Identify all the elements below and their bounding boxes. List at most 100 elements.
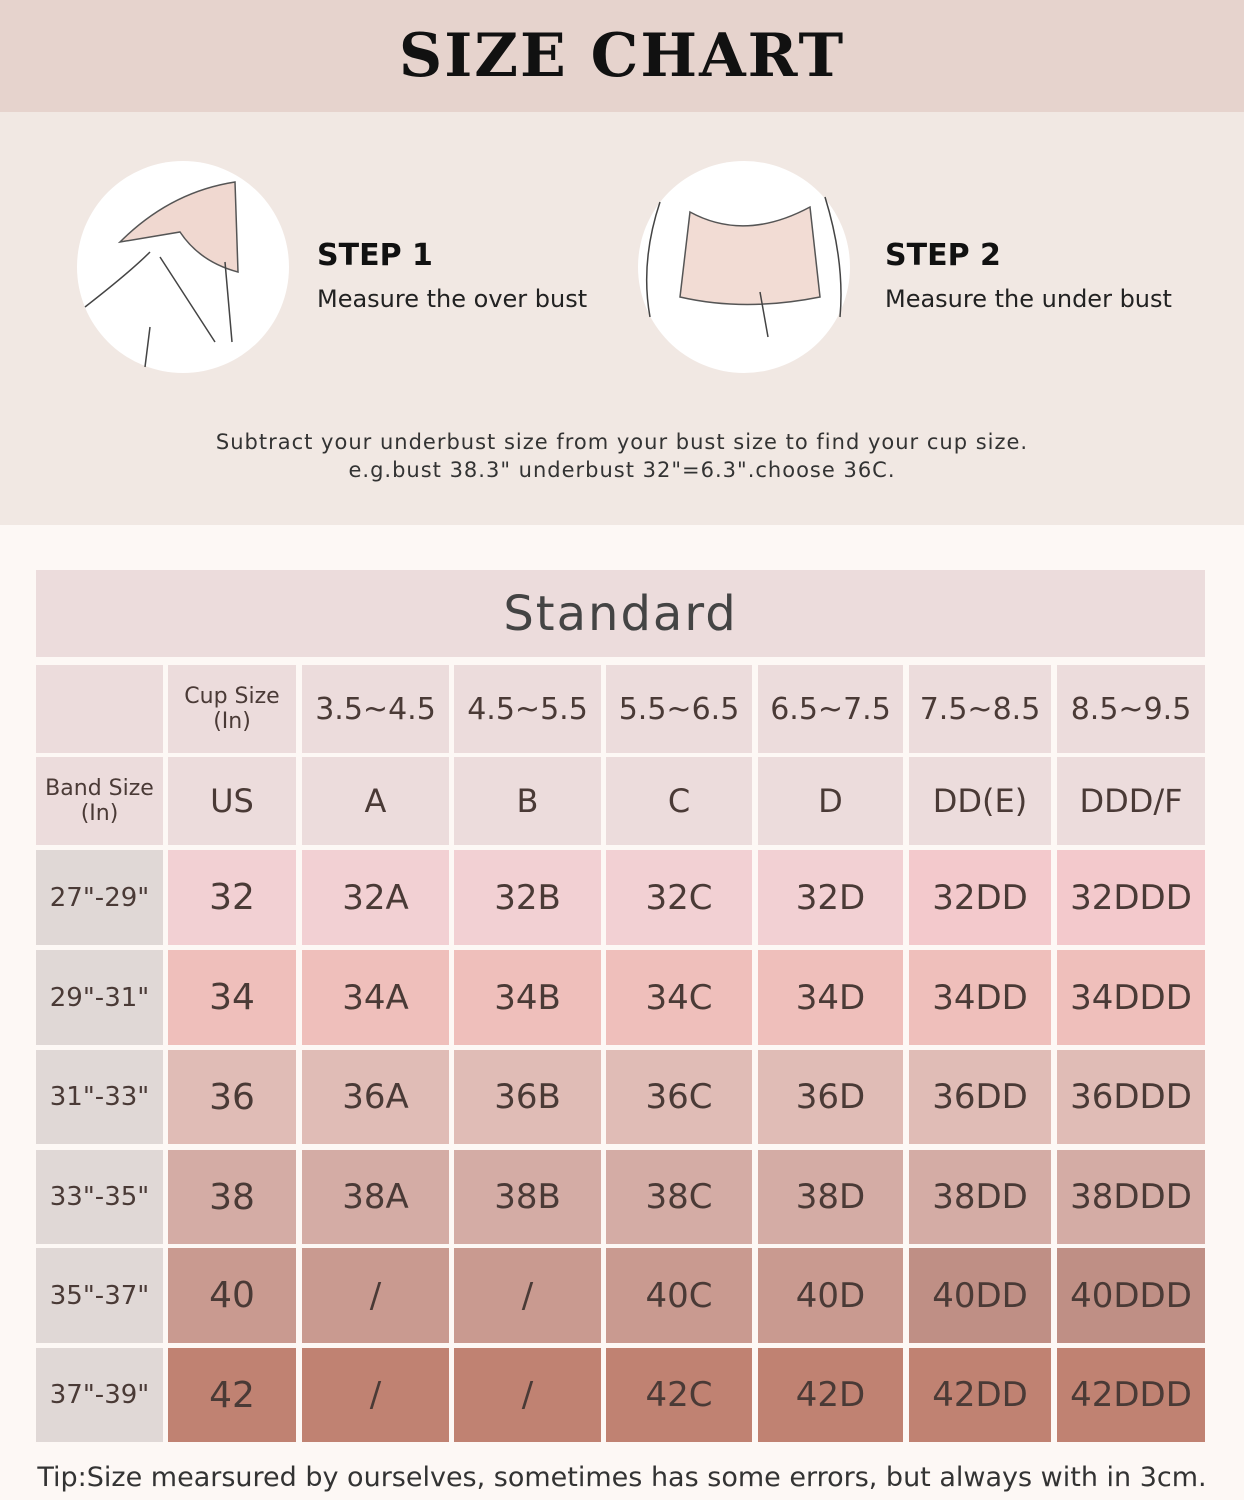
size-cell: 42DDD [1057, 1348, 1205, 1442]
bra-sketch [679, 205, 821, 306]
band-size: 27"-29" [36, 850, 163, 945]
cell-text: 38C [645, 1177, 713, 1217]
cell-text: DDD/F [1079, 782, 1183, 820]
tip: Tip:Size mearsured by ourselves, sometim… [37, 1462, 1207, 1493]
size-cell: 38DDD [1057, 1150, 1205, 1244]
size-cell: 38D [758, 1150, 903, 1244]
cell-text: 7.5~8.5 [919, 691, 1041, 727]
note-line: e.g.bust 38.3" underbust 32"=6.3".choose… [348, 458, 896, 482]
cell-text: 42DDD [1070, 1375, 1192, 1415]
cup-letter: A [302, 757, 449, 845]
us-size: 42 [168, 1348, 296, 1442]
cup-label: Cup Size (In) [168, 665, 296, 753]
cell-text: 37"-39" [49, 1380, 150, 1410]
size-cell: / [454, 1348, 601, 1442]
bra-sketch [117, 181, 239, 273]
size-cell: 42D [758, 1348, 903, 1442]
size-cell: 36B [454, 1050, 601, 1144]
table-title: Standard [36, 570, 1205, 657]
us-label: US [168, 757, 296, 845]
size-cell: 36DDD [1057, 1050, 1205, 1144]
size-cell: 38C [606, 1150, 752, 1244]
size-cell: / [302, 1348, 449, 1442]
cell-text: 40DD [932, 1275, 1028, 1316]
cell-text: 36D [795, 1077, 866, 1117]
cell-text: 8.5~9.5 [1070, 691, 1192, 727]
step1-circle [77, 161, 289, 373]
body-sketch [645, 196, 842, 338]
cell-text: 36DDD [1070, 1077, 1192, 1117]
size-cell: 34A [302, 950, 449, 1045]
cup-range: 7.5~8.5 [909, 665, 1051, 753]
cell-text: 4.5~5.5 [467, 691, 588, 727]
band-size: 33"-35" [36, 1150, 163, 1244]
cell-text: 42DD [932, 1375, 1028, 1415]
step-text: Measure the under bust [885, 285, 1172, 313]
cell-text: 38 [209, 1176, 255, 1218]
cell-text: 34 [209, 977, 255, 1018]
size-cell: 32C [606, 850, 752, 945]
size-cell: 38DD [909, 1150, 1051, 1244]
cell-text: 32DDD [1070, 877, 1192, 918]
header-band [0, 0, 1244, 112]
cell-text: 32 [209, 877, 255, 918]
size-cell: 32D [758, 850, 903, 945]
cell-text: 42C [645, 1375, 713, 1415]
cell-text: 32B [494, 877, 561, 918]
cell-text: 36B [494, 1077, 561, 1117]
cell-text: 40DDD [1070, 1275, 1192, 1316]
step-title: STEP 1 [317, 238, 433, 273]
cell-text: / [369, 1375, 382, 1415]
cell-text: 34B [494, 977, 561, 1018]
us-size: 40 [168, 1248, 296, 1343]
cell-text: 38D [795, 1177, 866, 1217]
cell-text: 42D [795, 1375, 866, 1415]
cell-text: 29"-31" [49, 982, 150, 1013]
cup-range: 8.5~9.5 [1057, 665, 1205, 753]
size-cell: 40D [758, 1248, 903, 1343]
cell-text: 32D [795, 877, 866, 918]
size-cell: 36D [758, 1050, 903, 1144]
cell-text: 5.5~6.5 [618, 691, 740, 727]
cell-text: 40C [645, 1275, 713, 1316]
cell-text: 34A [342, 977, 409, 1018]
size-cell: 34C [606, 950, 752, 1045]
size-cell: 32DDD [1057, 850, 1205, 945]
cell-text: 32C [645, 877, 713, 918]
cell-text: (In) [80, 801, 119, 826]
step-title: STEP 2 [885, 238, 1001, 273]
size-cell: 36DD [909, 1050, 1051, 1144]
size-cell: / [302, 1248, 449, 1343]
cell-text: 6.5~7.5 [770, 691, 891, 727]
cell-text: 32DD [932, 877, 1028, 918]
cell-text: 35"-37" [49, 1280, 150, 1311]
cell-text: Band Size [45, 776, 154, 801]
us-size: 38 [168, 1150, 296, 1244]
arm-sketch [84, 251, 233, 368]
size-cell: 40DDD [1057, 1248, 1205, 1343]
cell-text: D [818, 782, 843, 820]
cell-text: / [369, 1275, 382, 1316]
step-text: Measure the over bust [317, 285, 588, 313]
size-cell: 34B [454, 950, 601, 1045]
cell-text: 40 [209, 1275, 255, 1316]
size-cell: 42C [606, 1348, 752, 1442]
cup-letter: DDD/F [1057, 757, 1205, 845]
cell-text: 36A [342, 1077, 409, 1117]
illustrations [77, 161, 850, 373]
cell-text: 38DD [932, 1177, 1028, 1217]
size-cell: 40DD [909, 1248, 1051, 1343]
cup-letter: D [758, 757, 903, 845]
size-cell: 34DDD [1057, 950, 1205, 1045]
cell-text: (In) [213, 709, 251, 734]
cell-text: Cup Size [184, 684, 280, 709]
cell-text: 36C [645, 1077, 713, 1117]
band-size: 31"-33" [36, 1050, 163, 1144]
cup-range: 4.5~5.5 [454, 665, 601, 753]
size-cell: 36A [302, 1050, 449, 1144]
cell-text: 38A [342, 1177, 409, 1217]
size-cell: 38B [454, 1150, 601, 1244]
cell-text: 36 [209, 1076, 255, 1118]
cell-text: 42 [209, 1374, 255, 1416]
